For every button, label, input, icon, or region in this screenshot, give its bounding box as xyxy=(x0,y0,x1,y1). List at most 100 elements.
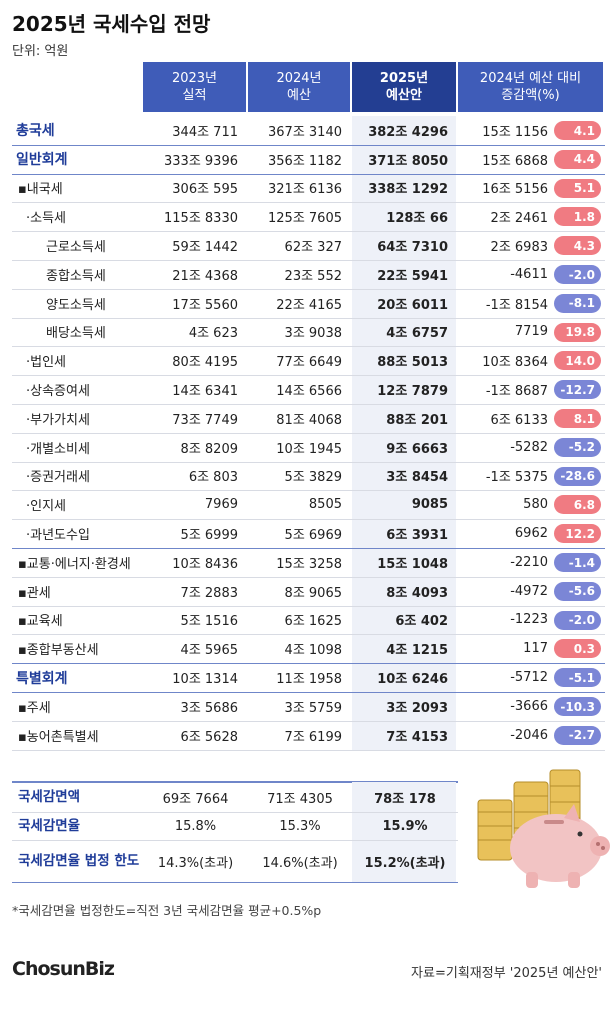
value-cell: 4조 623 xyxy=(188,326,238,342)
row-line xyxy=(12,288,605,290)
value-cell: 306조 595 xyxy=(172,182,238,198)
row-line xyxy=(12,317,605,319)
change-cell: 15조 1156 xyxy=(482,124,548,140)
unit: 단위: 억원 xyxy=(12,44,69,59)
value-cell: 321조 6136 xyxy=(268,182,342,198)
row-label: ·개별소비세 xyxy=(26,441,90,457)
value-cell: 10조 1314 xyxy=(172,672,238,688)
row-label: ·증권거래세 xyxy=(26,470,90,486)
change-cell: 10조 8364 xyxy=(482,355,548,371)
value-cell: 115조 8330 xyxy=(164,211,238,227)
row-line xyxy=(12,882,458,883)
header-line: 2023년 xyxy=(171,71,218,86)
piggy-illustration xyxy=(477,769,610,888)
change-cell: -3666 xyxy=(510,698,548,714)
change-cell: -1조 5375 xyxy=(485,470,548,486)
value-cell: 15조 3258 xyxy=(276,556,342,572)
value-cell: 4조 1215 xyxy=(386,643,448,659)
value-cell: 8조 9065 xyxy=(284,585,342,601)
row-line xyxy=(12,375,605,377)
change-cell: -4972 xyxy=(510,583,548,599)
change-cell: -1조 8154 xyxy=(485,297,548,313)
row-label: 총국세 xyxy=(16,123,55,140)
value-cell: 5조 6969 xyxy=(284,528,342,544)
header-line: 2024년 xyxy=(276,71,322,86)
value-cell: 4조 6757 xyxy=(386,326,448,342)
value-cell: 3조 2093 xyxy=(386,700,448,716)
change-pill: 4.1 xyxy=(554,121,601,140)
row-label: 일반회계 xyxy=(16,152,68,169)
row-label: ▪교통·에너지·환경세 xyxy=(18,556,131,572)
value-cell: 10조 6246 xyxy=(377,672,448,688)
value-cell: 7조 6199 xyxy=(284,729,342,745)
footnote: *국세감면율 법정한도=직전 3년 국세감면율 평균+0.5%p xyxy=(12,903,322,918)
row-line xyxy=(12,490,605,492)
value-cell: 88조 5013 xyxy=(377,355,448,371)
row-label: ▪종합부동산세 xyxy=(18,643,99,659)
value-cell: 125조 7605 xyxy=(268,211,342,227)
row-label: ·과년도수입 xyxy=(26,528,90,544)
column-header: 2023년 실적 xyxy=(143,62,246,112)
row-line xyxy=(12,812,458,813)
value-cell: 22조 5941 xyxy=(377,268,448,284)
column-header: 2025년 예산안 xyxy=(352,62,456,112)
change-pill: 0.3 xyxy=(554,639,601,659)
change-pill: 12.2 xyxy=(554,524,601,544)
value-cell: 367조 3140 xyxy=(268,124,342,140)
row-line xyxy=(12,576,605,578)
value-cell: 5조 6999 xyxy=(180,528,238,544)
source: 자료=기획재정부 '2025년 예산안' xyxy=(411,966,602,981)
row-line xyxy=(12,461,605,463)
change-cell: 7719 xyxy=(514,324,548,340)
change-pill: 8.1 xyxy=(554,409,601,428)
summary-value: 15.3% xyxy=(279,818,321,834)
value-cell: 21조 4368 xyxy=(172,268,238,284)
row-line xyxy=(12,202,605,204)
title: 2025년 국세수입 전망 xyxy=(12,12,211,36)
summary-value: 69조 7664 xyxy=(162,791,229,807)
value-cell: 22조 4165 xyxy=(276,297,342,313)
change-pill: 4.4 xyxy=(554,149,601,169)
row-label: ▪주세 xyxy=(18,700,51,716)
value-cell: 6조 5628 xyxy=(180,729,238,745)
value-cell: 88조 201 xyxy=(386,412,448,428)
value-cell: 20조 6011 xyxy=(377,297,448,313)
header-line: 예산 xyxy=(287,88,311,103)
change-cell: 2조 6983 xyxy=(490,240,548,256)
value-cell: 4조 1098 xyxy=(284,643,342,659)
header-line: 2025년 xyxy=(379,71,429,86)
row-line xyxy=(12,605,605,607)
value-cell: 8조 4093 xyxy=(386,585,448,601)
value-cell: 5조 3829 xyxy=(284,470,342,486)
row-label: ▪농어촌특별세 xyxy=(18,729,99,745)
row-line xyxy=(12,260,605,261)
row-line xyxy=(12,519,605,521)
row-line xyxy=(12,548,605,549)
summary-value: 71조 4305 xyxy=(267,791,333,807)
value-cell: 344조 711 xyxy=(172,124,238,140)
change-pill: 5.1 xyxy=(554,178,601,198)
summary-value: 14.3%(초과) xyxy=(157,855,234,871)
row-line xyxy=(12,634,605,636)
row-label: ·소득세 xyxy=(26,211,67,227)
summary-line xyxy=(12,781,458,783)
summary-value: 14.6%(초과) xyxy=(262,855,338,871)
row-line xyxy=(12,432,605,434)
logo: ChosunBiz xyxy=(12,958,115,980)
row-line xyxy=(12,346,605,348)
change-cell: 6962 xyxy=(514,526,548,542)
row-line xyxy=(12,404,605,405)
value-cell: 4조 5965 xyxy=(180,643,238,659)
value-cell: 23조 552 xyxy=(284,268,342,284)
change-pill: -12.7 xyxy=(554,380,601,400)
change-cell: 117 xyxy=(523,641,548,657)
change-pill: -1.4 xyxy=(554,553,601,572)
value-cell: 371조 8050 xyxy=(368,153,448,169)
value-cell: 14조 6566 xyxy=(276,384,342,400)
change-pill: 6.8 xyxy=(554,495,601,515)
row-label: ·인지세 xyxy=(26,499,67,515)
change-pill: -5.2 xyxy=(554,437,601,457)
value-cell: 81조 4068 xyxy=(276,412,342,428)
value-cell: 6조 803 xyxy=(188,470,238,486)
change-cell: -5712 xyxy=(510,670,548,686)
